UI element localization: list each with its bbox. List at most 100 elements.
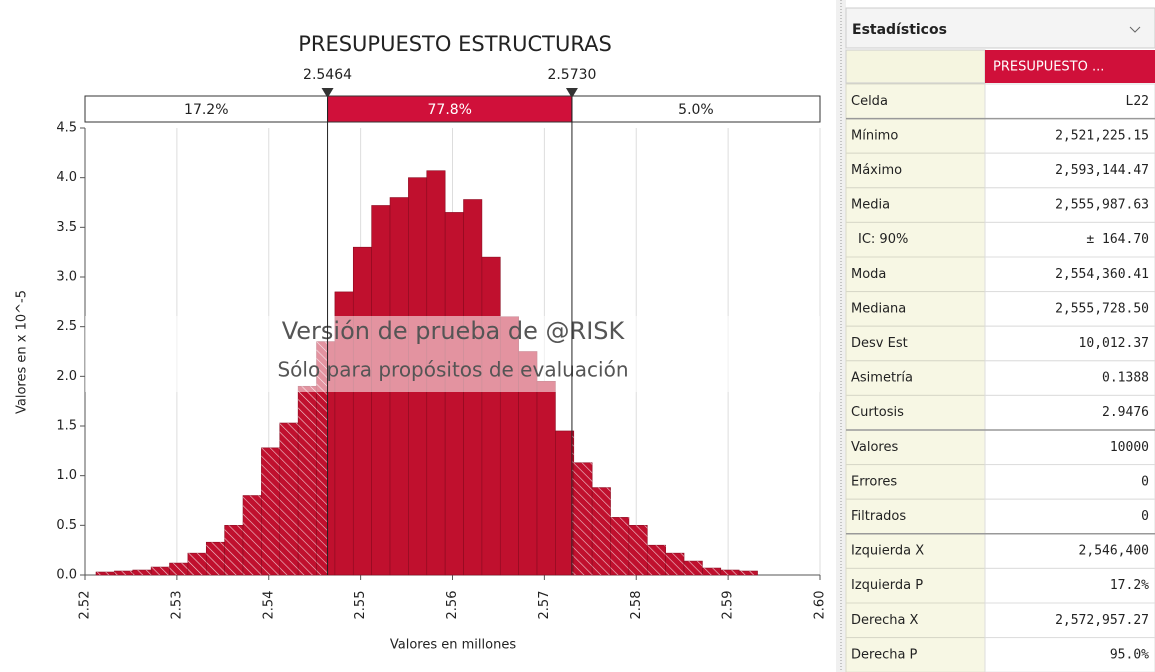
bar-hatch	[647, 545, 666, 575]
row-label-cell	[845, 394, 986, 431]
row-value-cell	[984, 187, 1155, 223]
bar-hatch	[96, 572, 115, 575]
bar-hatch	[684, 561, 703, 575]
column-header-text: PRESUPUESTO ...	[993, 60, 1104, 75]
bar-hatch	[169, 563, 188, 575]
row-value-cell	[984, 152, 1155, 189]
row-value-cell	[984, 256, 1155, 293]
region	[327, 95, 573, 123]
bar	[444, 212, 464, 576]
x-axis-label: Valores en millones	[390, 638, 516, 653]
panel-title: Estadísticos	[852, 22, 947, 38]
bar	[352, 246, 372, 576]
bar-hatch	[279, 423, 299, 575]
row-value-cell	[984, 360, 1155, 396]
bar-hatch	[739, 571, 758, 575]
bar-hatch	[316, 341, 328, 575]
row-label-cell	[845, 152, 986, 189]
row-value: 2,554,360.41	[1055, 267, 1149, 282]
row-label: Desv Est	[851, 336, 908, 351]
x-tick-label: 2.57	[537, 591, 552, 620]
row-value: 2,572,957.27	[1055, 613, 1149, 628]
bar-hatch	[261, 447, 280, 575]
y-tick-label: 4.0	[56, 170, 77, 185]
bar-hatch	[665, 553, 685, 575]
delimiter-handle	[321, 88, 334, 98]
y-tick-label: 4.5	[56, 121, 77, 136]
bar	[536, 380, 556, 576]
y-tick-label: 1.0	[56, 468, 77, 483]
y-tick-label: 2.0	[56, 369, 77, 384]
watermark: Versión de prueba de @RISK	[282, 317, 626, 345]
row-label: Media	[851, 198, 890, 213]
row-label: Valores	[851, 440, 898, 455]
delimiter-label: 2.5464	[303, 67, 352, 83]
bar-hatch	[720, 570, 740, 575]
row-label-cell	[845, 429, 986, 466]
row-label-cell	[845, 256, 986, 293]
row-value-cell	[984, 464, 1155, 500]
region-label: 77.8%	[428, 102, 472, 118]
row-value-cell	[984, 637, 1155, 672]
row-value-cell	[984, 429, 1155, 466]
row-value-cell	[984, 567, 1155, 604]
row-value: 0	[1141, 474, 1149, 489]
delimiter-handle	[565, 88, 578, 98]
bar-hatch	[298, 386, 317, 575]
row-label: Izquierda P	[851, 578, 923, 593]
row-label-cell	[845, 221, 986, 258]
panel-header	[845, 7, 1155, 49]
row-value-cell	[984, 498, 1155, 535]
bar-hatch	[573, 462, 593, 575]
column-header[interactable]	[985, 50, 1155, 83]
row-value-cell	[984, 394, 1155, 431]
chart-title: PRESUPUESTO ESTRUCTURAS	[298, 32, 612, 56]
x-tick-label: 2.55	[353, 591, 368, 620]
bar-hatch	[592, 487, 611, 575]
row-value: 2,555,987.63	[1055, 198, 1149, 213]
row-label: Derecha P	[851, 647, 918, 662]
bar	[481, 256, 501, 576]
row-value: 10000	[1110, 440, 1149, 455]
y-tick-label: 3.0	[56, 270, 77, 285]
bar-hatch	[187, 553, 207, 575]
row-label: IC: 90%	[858, 232, 908, 247]
x-tick-label: 2.60	[813, 591, 828, 620]
y-tick-label: 0.5	[56, 518, 77, 533]
region	[571, 95, 821, 123]
header-blank	[845, 49, 986, 84]
row-label-cell	[845, 325, 986, 362]
row-value-cell	[984, 602, 1155, 639]
row-label-cell	[845, 567, 986, 604]
y-axis-label: Valores en x 10^-5	[15, 290, 30, 414]
row-label: Izquierda X	[851, 544, 924, 559]
row-value: 95.0%	[1110, 647, 1149, 662]
bar	[555, 430, 575, 576]
row-label: Asimetría	[851, 371, 913, 386]
row-value: 10,012.37	[1079, 336, 1149, 351]
region-label: 5.0%	[678, 102, 714, 118]
row-label-cell	[845, 360, 986, 396]
x-tick-label: 2.58	[629, 591, 644, 620]
row-value-cell	[984, 118, 1155, 154]
region	[84, 95, 329, 123]
row-value: 2,593,144.47	[1055, 163, 1149, 178]
bar-hatch	[571, 430, 574, 575]
stats-panel: Estadísticos PRESUPUESTO ... Celda L22 Mín…	[836, 0, 1155, 672]
row-label: Celda	[851, 94, 888, 109]
row-value: ± 164.70	[1086, 232, 1149, 247]
row-label-cell	[845, 637, 986, 672]
bar-hatch	[702, 568, 721, 575]
y-tick-label: 3.5	[56, 220, 77, 235]
x-tick-label: 2.59	[721, 591, 736, 620]
x-tick-label: 2.53	[169, 591, 184, 620]
row-label-cell	[845, 83, 986, 120]
bar-hatch	[628, 525, 648, 575]
collapse-chevron[interactable]	[1129, 26, 1141, 33]
row-label: Máximo	[851, 163, 902, 178]
row-label: Curtosis	[851, 405, 904, 420]
row-label-cell	[845, 291, 986, 327]
x-tick-label: 2.54	[261, 591, 276, 620]
delimiter-label: 2.5730	[547, 67, 596, 83]
